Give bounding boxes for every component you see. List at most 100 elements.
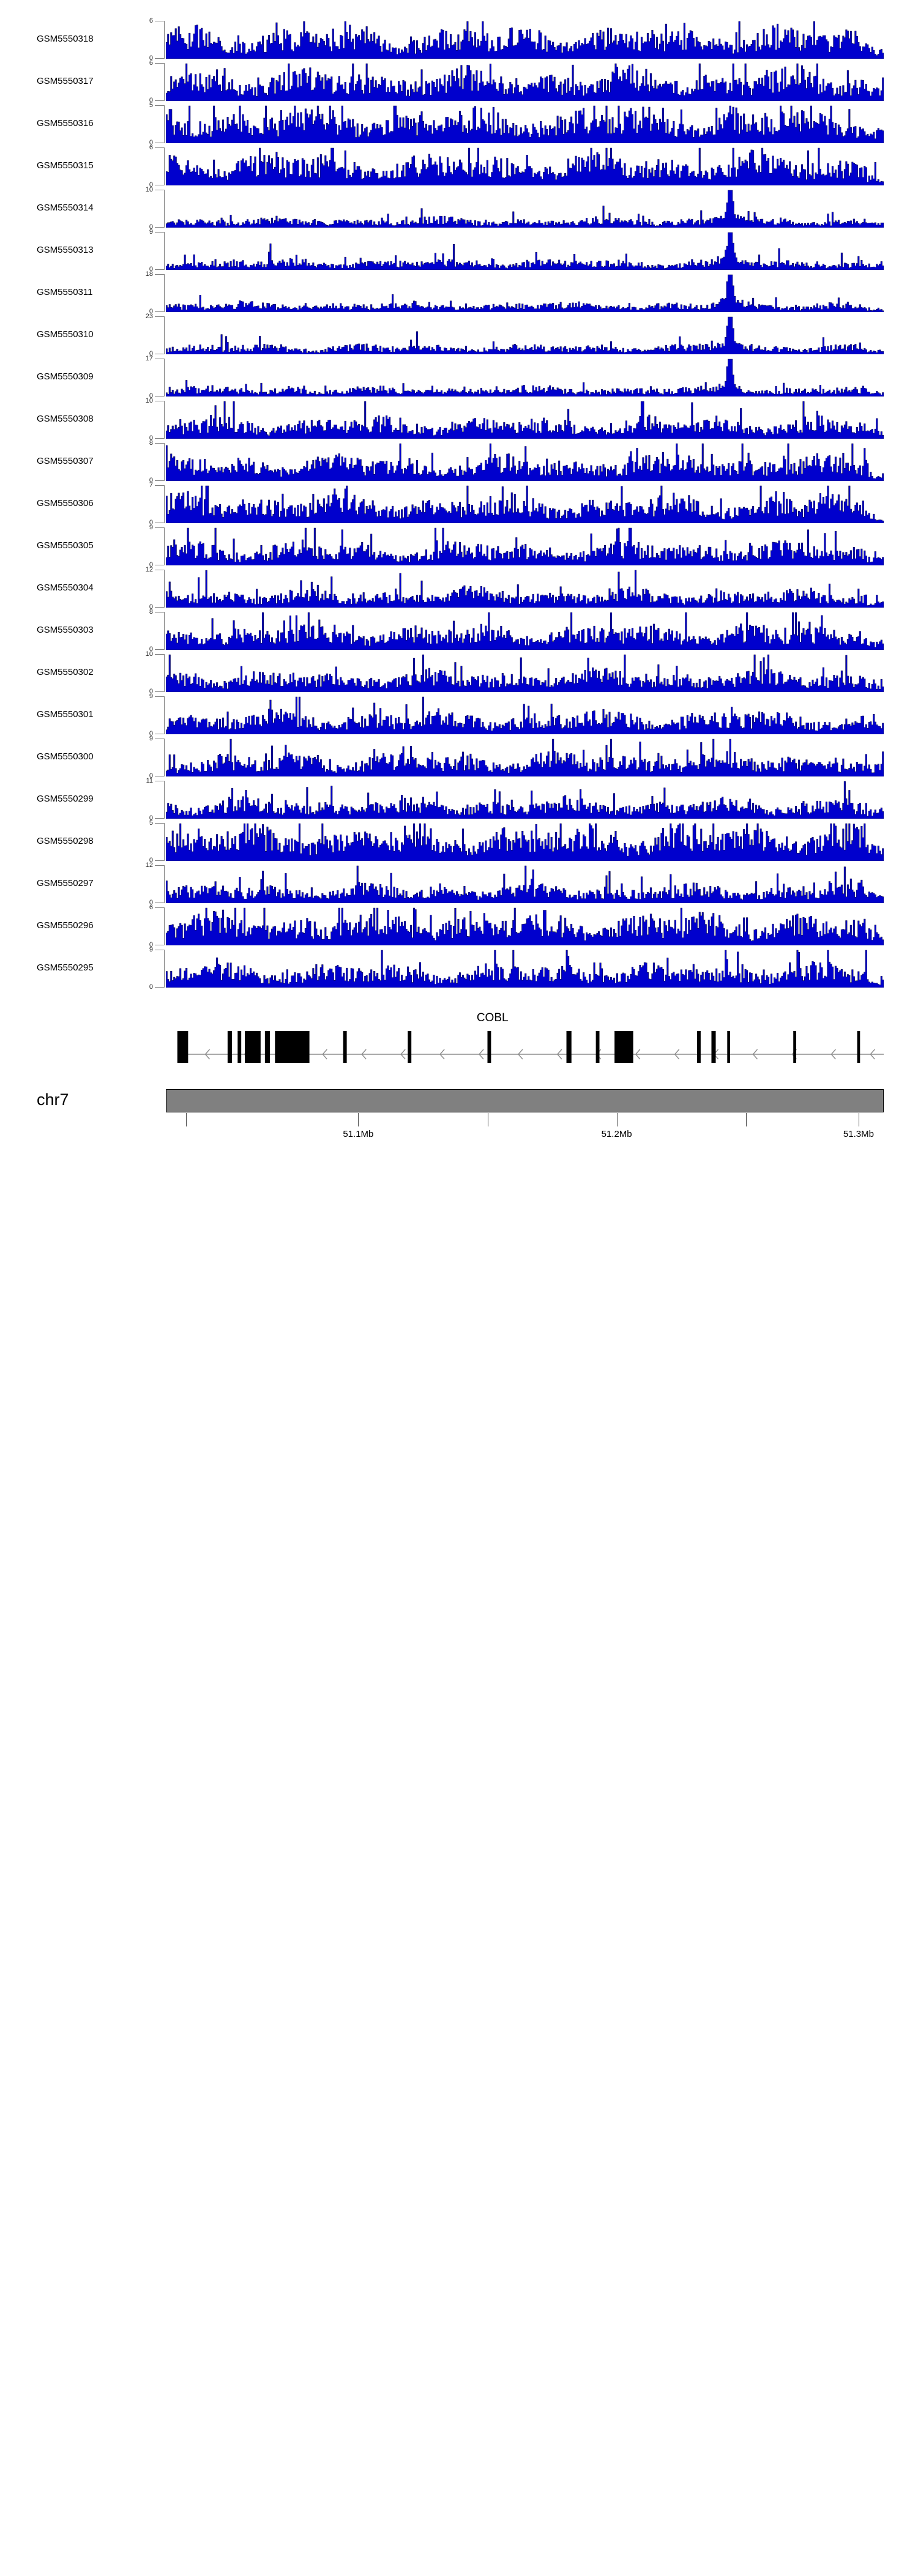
- track-label-gsm5550317: GSM5550317: [37, 76, 94, 86]
- y-axis-tick-max: [155, 654, 164, 655]
- genome-axis-area: 51.1Mb 51.2Mb 51.3Mb: [166, 1113, 884, 1150]
- coverage-track: GSM5550310 23 0: [0, 313, 918, 357]
- y-axis-spine: [164, 570, 165, 608]
- coverage-histogram: [166, 359, 884, 396]
- coverage-histogram: [166, 781, 884, 819]
- y-axis: 10 0: [136, 398, 165, 442]
- coverage-plot: [166, 443, 884, 481]
- coverage-track: GSM5550298 5 0: [0, 820, 918, 864]
- y-axis-spine: [164, 274, 165, 312]
- coverage-plot: [166, 950, 884, 988]
- coverage-plot: [166, 907, 884, 945]
- ideogram-svg: [166, 1089, 884, 1112]
- coverage-histogram: [166, 443, 884, 481]
- y-axis-max-label: 11: [146, 777, 153, 784]
- y-axis-min-label: 0: [149, 266, 153, 273]
- genome-axis-tick: [185, 1113, 187, 1126]
- strand-arrow-icon: [556, 1049, 562, 1060]
- coverage-track: GSM5550318 6 0: [0, 17, 918, 62]
- strand-arrow-icon: [830, 1049, 836, 1060]
- y-axis-tick-max: [155, 147, 164, 148]
- coverage-plot: [166, 570, 884, 608]
- coverage-plot: [166, 316, 884, 354]
- coverage-track: GSM5550307 8 0: [0, 439, 918, 484]
- y-axis-tick-min: [155, 987, 164, 988]
- y-axis-min-label: 0: [149, 434, 153, 442]
- y-axis-tick-max: [155, 232, 164, 233]
- strand-arrow-icon: [635, 1049, 641, 1060]
- y-axis-min-label: 0: [149, 519, 153, 526]
- y-axis-min-label: 0: [149, 561, 153, 568]
- y-axis-tick-min: [155, 269, 164, 270]
- y-axis: 18 0: [136, 270, 165, 315]
- coverage-plot: [166, 359, 884, 396]
- y-axis-max-label: 8: [149, 439, 153, 447]
- coverage-histogram: [166, 907, 884, 945]
- y-axis-max-label: 9: [149, 524, 153, 531]
- y-axis-min-label: 0: [149, 772, 153, 780]
- y-axis-max-label: 18: [145, 270, 153, 278]
- exon-box: [614, 1031, 633, 1063]
- y-axis-spine: [164, 527, 165, 565]
- coverage-area-path: [166, 696, 884, 734]
- exon-box: [487, 1031, 491, 1063]
- y-axis-spine: [164, 654, 165, 692]
- y-axis-min-label: 0: [149, 54, 153, 62]
- strand-arrow-icon: [439, 1049, 445, 1060]
- exon-box: [857, 1031, 860, 1063]
- y-axis-spine: [164, 443, 165, 481]
- gene-annotation-track: COBL: [0, 1010, 918, 1065]
- coverage-track: GSM5550309 17 0: [0, 356, 918, 400]
- coverage-area-path: [166, 612, 884, 650]
- gene-model: [166, 1010, 884, 1065]
- coverage-plot: [166, 612, 884, 650]
- chromosome-label: chr7: [37, 1090, 69, 1109]
- strand-arrow-icon: [400, 1049, 406, 1060]
- coverage-histogram: [166, 232, 884, 270]
- coverage-area-path: [166, 781, 884, 819]
- coverage-plot: [166, 654, 884, 692]
- y-axis-min-label: 0: [149, 730, 153, 737]
- track-label-gsm5550307: GSM5550307: [37, 456, 94, 466]
- coverage-track: GSM5550317 6 0: [0, 60, 918, 104]
- y-axis-spine: [164, 401, 165, 439]
- y-axis-tick-max: [155, 316, 164, 317]
- coverage-plot: [166, 105, 884, 143]
- strand-arrow-icon: [361, 1049, 367, 1060]
- track-label-gsm5550314: GSM5550314: [37, 203, 94, 213]
- y-axis-tick-min: [155, 311, 164, 312]
- y-axis-tick-max: [155, 696, 164, 697]
- coverage-track: GSM5550295 9 0: [0, 947, 918, 991]
- track-label-gsm5550302: GSM5550302: [37, 667, 94, 677]
- genome-axis-tick: [745, 1113, 747, 1126]
- track-label-gsm5550315: GSM5550315: [37, 160, 94, 171]
- y-axis-max-label: 6: [149, 17, 153, 24]
- coverage-area-path: [166, 739, 884, 776]
- track-label-gsm5550299: GSM5550299: [37, 794, 94, 804]
- y-axis-spine: [164, 950, 165, 988]
- ideogram-rect: [166, 1089, 884, 1112]
- y-axis-min-label: 0: [149, 139, 153, 146]
- y-axis-min-label: 0: [149, 983, 153, 991]
- y-axis-max-label: 6: [149, 904, 153, 911]
- coverage-plot: [166, 147, 884, 185]
- coverage-histogram: [166, 739, 884, 776]
- coverage-plot: [166, 781, 884, 819]
- track-label-gsm5550310: GSM5550310: [37, 329, 94, 340]
- track-label-gsm5550295: GSM5550295: [37, 962, 94, 973]
- coverage-track: GSM5550302 10 0: [0, 651, 918, 695]
- coverage-area-path: [166, 865, 884, 903]
- exon-box: [595, 1031, 600, 1063]
- coverage-area-path: [166, 232, 884, 270]
- track-label-gsm5550296: GSM5550296: [37, 920, 94, 931]
- y-axis-max-label: 6: [149, 144, 153, 151]
- track-label-gsm5550303: GSM5550303: [37, 625, 94, 635]
- y-axis-max-label: 12: [145, 566, 153, 573]
- y-axis-max-label: 9: [149, 693, 153, 700]
